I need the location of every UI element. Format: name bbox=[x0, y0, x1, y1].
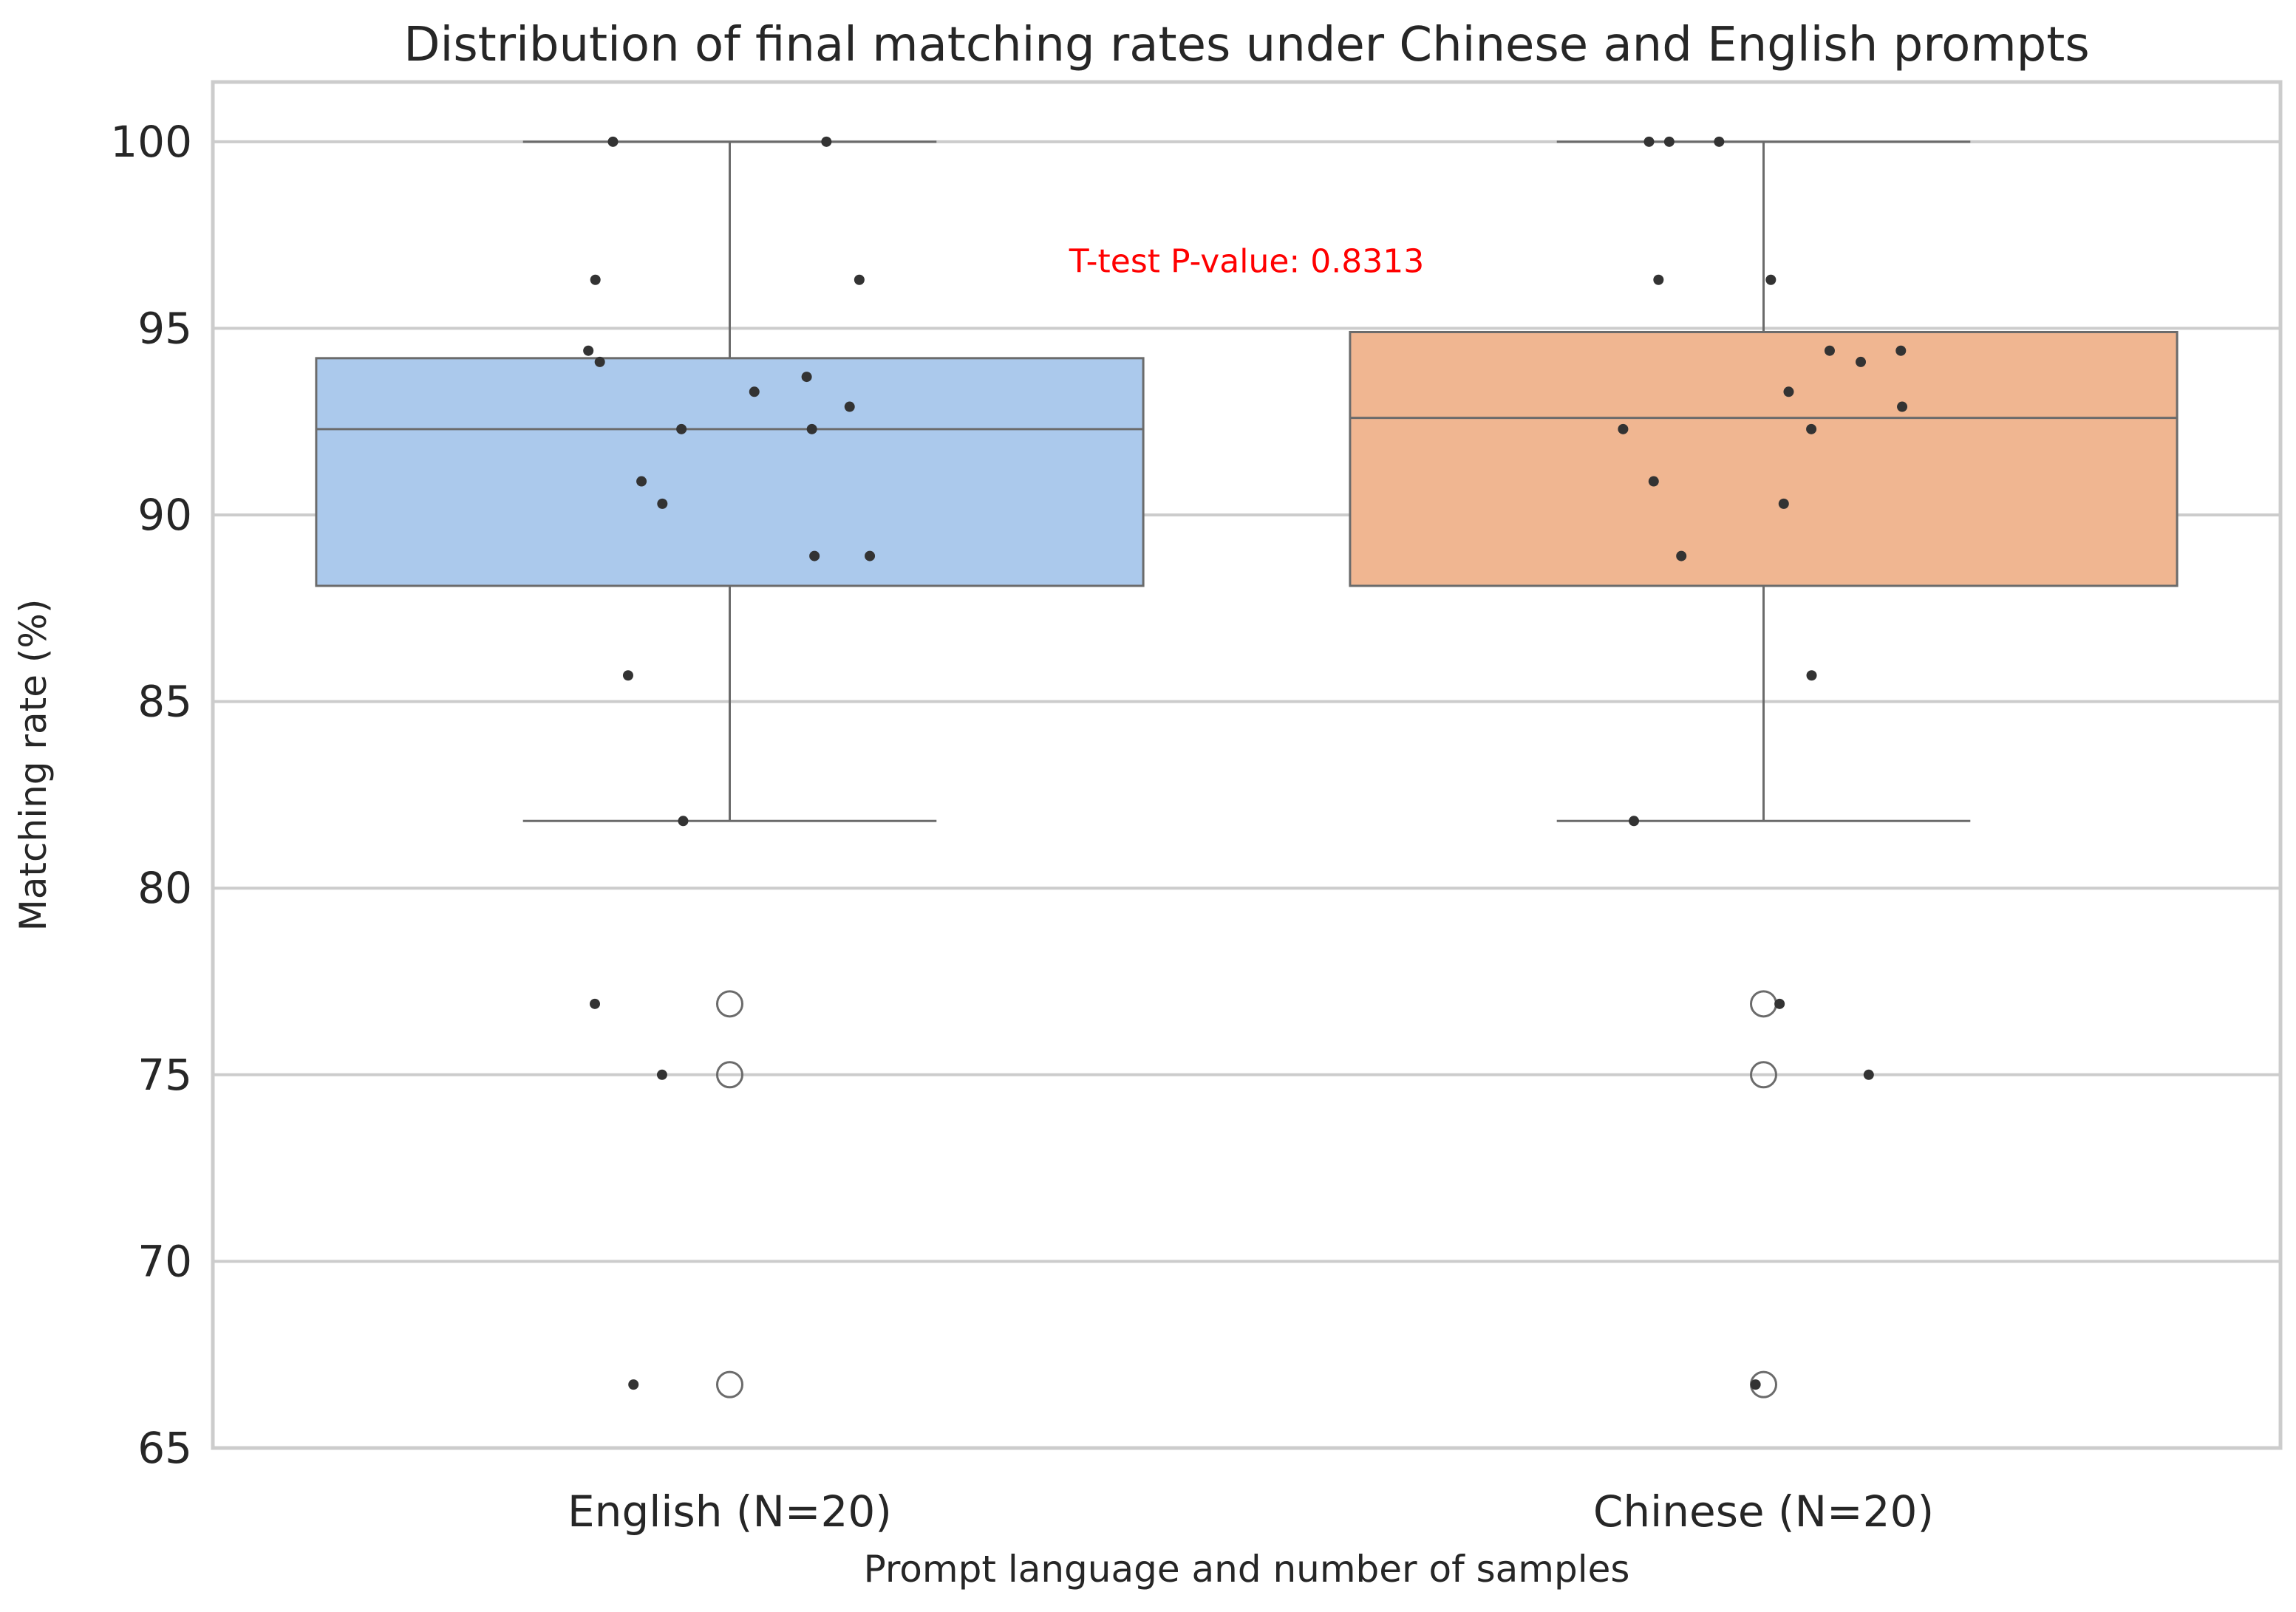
data-point bbox=[1895, 345, 1907, 356]
data-point bbox=[844, 401, 855, 412]
data-point bbox=[1824, 345, 1835, 356]
data-point bbox=[1629, 816, 1640, 827]
outlier-marker bbox=[1750, 1061, 1777, 1089]
box-plot-layer bbox=[315, 140, 2179, 1398]
outlier-marker bbox=[716, 1061, 743, 1089]
y-tick-label: 70 bbox=[137, 1236, 192, 1286]
outlier-marker bbox=[1750, 990, 1777, 1018]
data-point bbox=[865, 550, 876, 561]
data-point bbox=[590, 998, 601, 1009]
data-point bbox=[583, 345, 594, 356]
y-tick-label: 85 bbox=[137, 677, 192, 727]
y-tick-label: 65 bbox=[137, 1423, 192, 1473]
data-point bbox=[1778, 498, 1789, 509]
data-point bbox=[1783, 386, 1794, 397]
data-point bbox=[1863, 1069, 1874, 1080]
data-point bbox=[678, 816, 689, 827]
tick-labels: 65 70 75 80 85 90 95 100 English (N=20) Chinese (… bbox=[110, 117, 1934, 1537]
box-group bbox=[315, 140, 1145, 1398]
t-test-annotation: T-test P-value: 0.8313 bbox=[1069, 242, 1424, 280]
data-point bbox=[801, 372, 812, 383]
data-point bbox=[1648, 476, 1659, 487]
data-point bbox=[628, 1379, 639, 1390]
x-tick-label: Chinese (N=20) bbox=[1593, 1486, 1934, 1537]
data-point bbox=[1765, 274, 1776, 285]
data-point bbox=[590, 274, 601, 285]
iqr-box bbox=[315, 357, 1145, 587]
chart-title: Distribution of final matching rates und… bbox=[403, 18, 2089, 72]
data-point bbox=[854, 274, 865, 285]
data-point bbox=[656, 1069, 667, 1080]
y-tick-label: 95 bbox=[137, 303, 192, 353]
box-group bbox=[1349, 140, 2179, 1398]
data-point bbox=[1806, 670, 1817, 681]
data-point bbox=[636, 476, 647, 487]
x-axis-label: Prompt language and number of samples bbox=[864, 1548, 1630, 1591]
data-point bbox=[1750, 1379, 1761, 1390]
data-point bbox=[806, 423, 817, 434]
outlier-marker bbox=[716, 1370, 743, 1398]
outlier-marker bbox=[716, 990, 743, 1018]
data-point bbox=[622, 670, 633, 681]
data-point bbox=[1676, 550, 1687, 561]
data-point bbox=[1856, 356, 1867, 367]
y-tick-label: 75 bbox=[137, 1050, 192, 1100]
x-tick-label: English (N=20) bbox=[568, 1486, 892, 1537]
data-point bbox=[749, 386, 760, 397]
data-point bbox=[1663, 136, 1675, 147]
data-point bbox=[676, 423, 687, 434]
data-point bbox=[809, 550, 820, 561]
data-point bbox=[1774, 998, 1785, 1009]
data-point bbox=[594, 356, 605, 367]
data-point bbox=[1618, 423, 1629, 434]
data-point bbox=[657, 498, 668, 509]
data-point bbox=[1897, 401, 1908, 412]
data-point bbox=[1806, 423, 1817, 434]
data-point bbox=[1653, 274, 1664, 285]
y-axis-label: Matching rate (%) bbox=[12, 599, 55, 932]
data-point bbox=[607, 136, 619, 147]
axes-frame bbox=[211, 80, 2283, 1450]
y-tick-label: 90 bbox=[137, 490, 192, 540]
iqr-box bbox=[1349, 330, 2179, 587]
data-point bbox=[821, 136, 832, 147]
y-tick-label: 100 bbox=[110, 117, 192, 167]
y-tick-label: 80 bbox=[137, 863, 192, 913]
data-point bbox=[1643, 136, 1655, 147]
strip-points-layer bbox=[583, 136, 1908, 1390]
data-point bbox=[1714, 136, 1725, 147]
